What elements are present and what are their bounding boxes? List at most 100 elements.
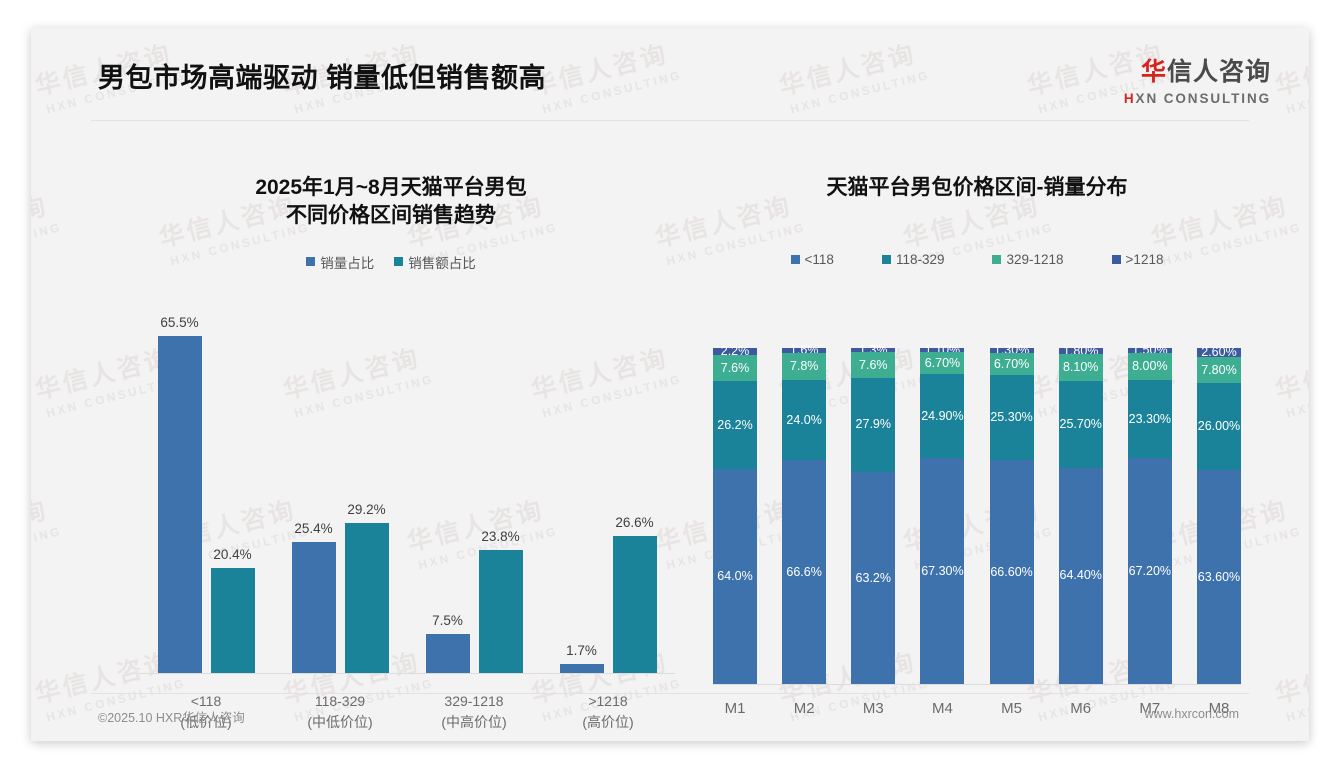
- stack-segment[interactable]: 7.80%: [1196, 356, 1241, 383]
- stack-segment[interactable]: 24.0%: [782, 379, 827, 461]
- stack-segment[interactable]: 66.60%: [989, 460, 1034, 684]
- stacked-bar[interactable]: 1.3% 7.6% 27.9% 63.2%: [851, 344, 896, 684]
- stack-segment[interactable]: 7.6%: [851, 352, 896, 378]
- bar-column[interactable]: 1.7%: [559, 313, 604, 673]
- chart-title-line-2: 不同价格区间销售趋势: [286, 203, 496, 227]
- x-axis-tick-range: 329-1218: [444, 693, 504, 710]
- stack-segment[interactable]: 23.30%: [1127, 379, 1172, 459]
- stack-segment[interactable]: 64.0%: [713, 468, 757, 684]
- stack-segment-label: 7.80%: [1201, 362, 1237, 377]
- stack-segment[interactable]: 2.2%: [713, 344, 757, 359]
- stack-segment-label: 67.30%: [921, 563, 964, 578]
- x-axis-line: [713, 683, 1241, 685]
- legend-item[interactable]: <118: [790, 252, 834, 267]
- x-axis-tick: 329-1218 (中高价位): [414, 691, 534, 732]
- stack-segment-label: 26.00%: [1197, 419, 1241, 434]
- bar-column[interactable]: 65.5%: [157, 313, 202, 673]
- stack-segment[interactable]: 1.80%: [1058, 345, 1103, 357]
- bar-group: 1.7% 26.6%: [559, 313, 657, 673]
- stack-segment[interactable]: 26.2%: [713, 380, 757, 469]
- bar-column[interactable]: 23.8%: [478, 313, 523, 673]
- bar-group: 65.5% 20.4%: [157, 313, 255, 673]
- stacked-bar[interactable]: 1.80% 8.10% 25.70% 64.40%: [1058, 345, 1103, 684]
- stack-segment-label: 64.0%: [717, 569, 753, 584]
- x-axis-tick-sublabel: (中高价位): [441, 713, 507, 730]
- x-axis-tick: <118 (低价位): [146, 691, 266, 732]
- stack-segment[interactable]: 7.8%: [782, 353, 827, 380]
- legend-swatch-icon: [394, 257, 404, 267]
- stack-segment-label: 25.70%: [1059, 417, 1102, 432]
- stack-segment[interactable]: 24.90%: [920, 374, 965, 458]
- legend-item[interactable]: 329-1218: [992, 252, 1064, 267]
- legend-item[interactable]: 销售额占比: [394, 252, 476, 272]
- stack-segment[interactable]: 25.30%: [989, 375, 1034, 461]
- bar-column[interactable]: 25.4%: [291, 313, 336, 673]
- stack-segment-label: 8.00%: [1132, 359, 1168, 374]
- bar[interactable]: [559, 664, 604, 673]
- legend-swatch-icon: [881, 254, 891, 264]
- footer-divider: [91, 693, 1249, 694]
- stack-segment[interactable]: 26.00%: [1196, 382, 1241, 471]
- legend-label: >1218: [1125, 251, 1164, 267]
- x-axis-line: [139, 672, 675, 674]
- legend-item[interactable]: 销量占比: [306, 252, 374, 272]
- x-axis-labels: M1 M2 M3 M4 M5 M6 M7 M8: [713, 700, 1241, 717]
- slide-footer: ©2025.10 HXR华信人咨询 www.hxrcon.com: [31, 693, 1309, 741]
- legend-swatch-icon: [306, 257, 316, 267]
- stack-segment-label: 64.40%: [1059, 568, 1102, 583]
- bar-value-label: 26.6%: [615, 515, 654, 531]
- stack-segment-label: 6.70%: [993, 356, 1030, 371]
- stacked-bar[interactable]: 2.2% 7.6% 26.2% 64.0%: [713, 344, 757, 684]
- bar[interactable]: [291, 542, 336, 673]
- bar-value-label: 29.2%: [347, 501, 386, 517]
- legend-item[interactable]: >1218: [1111, 251, 1164, 267]
- stack-segment-label: 27.9%: [855, 417, 891, 432]
- stack-segment[interactable]: 67.20%: [1127, 458, 1172, 684]
- bar-column[interactable]: 29.2%: [344, 313, 389, 673]
- stack-segment[interactable]: 64.40%: [1058, 467, 1103, 684]
- stack-segment[interactable]: 27.9%: [851, 377, 896, 472]
- stacked-bar[interactable]: 1.30% 6.70% 25.30% 66.60%: [989, 344, 1034, 684]
- stacked-bar[interactable]: 1.10% 6.70% 24.90% 67.30%: [920, 344, 965, 684]
- stack-segment[interactable]: 25.70%: [1058, 381, 1103, 468]
- bar-value-label: 65.5%: [160, 315, 199, 330]
- bar[interactable]: [344, 522, 389, 673]
- stacked-bar[interactable]: 1.50% 8.00% 23.30% 67.20%: [1127, 344, 1172, 684]
- stack-segment-label: 7.6%: [859, 357, 888, 372]
- legend-item[interactable]: 118-329: [881, 251, 945, 267]
- stack-segment-label: 67.20%: [1128, 563, 1172, 578]
- x-axis-tick: >1218 (高价位): [548, 691, 668, 732]
- stack-segment[interactable]: 6.70%: [920, 351, 965, 375]
- x-axis-tick-range: <118: [190, 693, 222, 710]
- bar-column[interactable]: 26.6%: [612, 313, 657, 673]
- x-axis-tick: M7: [1139, 699, 1161, 717]
- legend-label: 118-329: [895, 251, 945, 267]
- stack-segment-label: 8.10%: [1062, 360, 1099, 375]
- chart-title-line-1: 2025年1月~8月天猫平台男包: [255, 176, 527, 199]
- stacked-bar[interactable]: 2.60% 7.80% 26.00% 63.60%: [1196, 346, 1241, 684]
- stacked-bar[interactable]: 1.6% 7.8% 24.0% 66.6%: [782, 344, 827, 684]
- x-axis-tick-sublabel: (中低价位): [307, 713, 373, 730]
- bar-column[interactable]: 7.5%: [425, 313, 470, 673]
- bar[interactable]: [425, 634, 470, 673]
- bar[interactable]: [478, 550, 523, 673]
- stack-segment[interactable]: 66.6%: [782, 460, 827, 684]
- stack-segment[interactable]: 8.10%: [1058, 354, 1103, 382]
- x-axis-tick: M2: [793, 699, 815, 717]
- bar-column[interactable]: 20.4%: [210, 313, 255, 673]
- stack-segment[interactable]: 63.60%: [1196, 470, 1241, 684]
- bar[interactable]: [157, 336, 202, 673]
- stack-segment[interactable]: 67.30%: [920, 457, 965, 684]
- bar-groups: 65.5% 20.4% 25.4% 29.2% 7.5% 23.8% 1.7% 26.6%: [139, 313, 675, 673]
- bar[interactable]: [612, 536, 657, 673]
- stack-segment[interactable]: 63.2%: [851, 471, 896, 684]
- stack-segment[interactable]: 6.70%: [989, 352, 1034, 376]
- stack-segment-label: 2.2%: [720, 344, 750, 359]
- stack-segment[interactable]: 7.6%: [713, 355, 757, 381]
- stack-segment[interactable]: 2.60%: [1196, 346, 1241, 358]
- bar-group: 25.4% 29.2%: [291, 313, 389, 673]
- bar[interactable]: [210, 567, 255, 673]
- x-axis-tick-sublabel: (高价位): [582, 713, 634, 730]
- stack-segment[interactable]: 8.00%: [1127, 352, 1172, 380]
